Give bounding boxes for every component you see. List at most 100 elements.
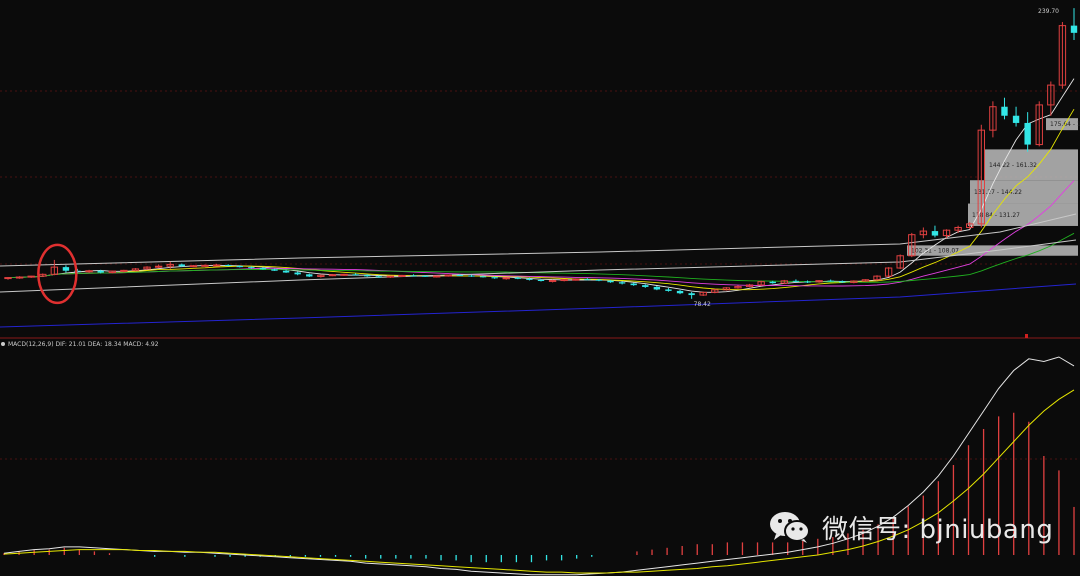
candle-body xyxy=(815,280,823,283)
watermark-text: 微信号: bjniubang xyxy=(822,514,1054,545)
candle-body xyxy=(954,226,962,231)
candle-body xyxy=(873,275,881,281)
candle-body xyxy=(1012,115,1020,123)
candle-body xyxy=(839,281,846,283)
candle-body xyxy=(977,129,985,225)
candle-body xyxy=(642,285,649,287)
price-zone-label: 131.27 - 144.22 xyxy=(974,189,1022,196)
candle-body xyxy=(688,293,695,296)
candle-body xyxy=(665,289,672,291)
candle-body xyxy=(468,275,475,277)
candle-body xyxy=(386,275,395,278)
candle-body xyxy=(827,280,834,282)
dea-line xyxy=(3,389,1075,574)
candle-body xyxy=(328,274,337,277)
macd-legend-dot xyxy=(1,342,5,346)
highlight-ellipse xyxy=(37,243,78,305)
candle-body xyxy=(154,265,163,268)
ma-10-line xyxy=(7,108,1075,291)
candle-body xyxy=(375,276,382,278)
candle-body xyxy=(676,290,684,294)
macd-lines xyxy=(3,356,1075,576)
candlesticks xyxy=(4,8,1078,299)
candle-body xyxy=(526,278,533,280)
watermark: 微信号: bjniubang xyxy=(768,506,1068,548)
price-zone-label: 102.31 - 108.07 xyxy=(911,248,959,255)
candle-body xyxy=(804,281,811,283)
price-zone xyxy=(970,180,1078,204)
candle-body xyxy=(248,267,255,269)
candle-body xyxy=(50,266,59,275)
candle-body xyxy=(989,106,997,131)
candle-body xyxy=(734,286,742,289)
candle-body xyxy=(711,289,719,293)
candle-body xyxy=(491,277,498,279)
candle-body xyxy=(769,281,776,284)
candle-body xyxy=(514,277,522,279)
candle-body xyxy=(884,267,893,277)
highlight-circle xyxy=(37,243,78,305)
candle-body xyxy=(62,267,70,271)
macd-histogram xyxy=(3,412,1075,563)
candle-body xyxy=(282,270,290,273)
candle-body xyxy=(178,264,185,267)
candle-body xyxy=(166,263,174,267)
candle-body xyxy=(942,229,951,237)
candle-body xyxy=(398,274,406,277)
price-zone xyxy=(1046,118,1078,131)
candle-body xyxy=(201,264,209,267)
divider-marker xyxy=(1025,334,1028,338)
macd-legend-text: MACD(12,26,9) DIF: 21.01 DEA: 18.34 MACD… xyxy=(8,341,159,348)
price-zone-label: 118.84 - 131.27 xyxy=(972,212,1020,219)
candle-body xyxy=(189,265,198,268)
max-price-label: 239.70 xyxy=(1038,8,1059,15)
candle-body xyxy=(745,284,754,288)
candle-body xyxy=(364,275,371,277)
candle-body xyxy=(1047,84,1055,106)
candle-body xyxy=(421,275,429,277)
candle-body xyxy=(271,269,278,271)
candle-body xyxy=(931,231,939,236)
candle-body xyxy=(143,266,151,270)
price-annotations: 239.70 78.42 xyxy=(694,8,1060,308)
candle-body xyxy=(1035,104,1043,146)
wechat-icon xyxy=(770,512,810,543)
candle-body xyxy=(548,279,557,282)
candle-body xyxy=(306,274,313,277)
candle-body xyxy=(120,269,128,272)
candle-body xyxy=(919,230,928,236)
candle-body xyxy=(572,278,580,281)
candle-body xyxy=(224,264,232,267)
min-price-label: 78.42 xyxy=(694,301,711,308)
candle-body xyxy=(259,268,267,270)
candle-body xyxy=(97,270,104,273)
candle-body xyxy=(607,280,614,283)
candle-body xyxy=(433,275,441,278)
dif-line xyxy=(3,356,1075,576)
candle-body xyxy=(502,277,510,280)
candle-body xyxy=(340,273,348,276)
candle-body xyxy=(699,291,707,296)
candle-body xyxy=(653,286,661,290)
candle-body xyxy=(410,275,417,277)
candle-body xyxy=(294,272,301,275)
candle-body xyxy=(131,268,140,271)
candle-body xyxy=(757,281,765,286)
candle-body xyxy=(317,274,325,277)
candle-body xyxy=(85,270,93,273)
candle-body xyxy=(1058,25,1067,86)
candle-body xyxy=(236,266,243,268)
candle-body xyxy=(861,279,870,282)
candle-body xyxy=(456,275,464,277)
candle-body xyxy=(4,277,12,280)
candle-body xyxy=(896,255,904,269)
candle-body xyxy=(352,274,359,276)
candle-body xyxy=(108,270,116,274)
candle-body xyxy=(722,287,731,291)
candle-body xyxy=(792,280,800,282)
candle-body xyxy=(966,223,974,228)
candle-body xyxy=(537,279,545,281)
candle-body xyxy=(850,280,858,283)
candle-body xyxy=(560,279,568,282)
